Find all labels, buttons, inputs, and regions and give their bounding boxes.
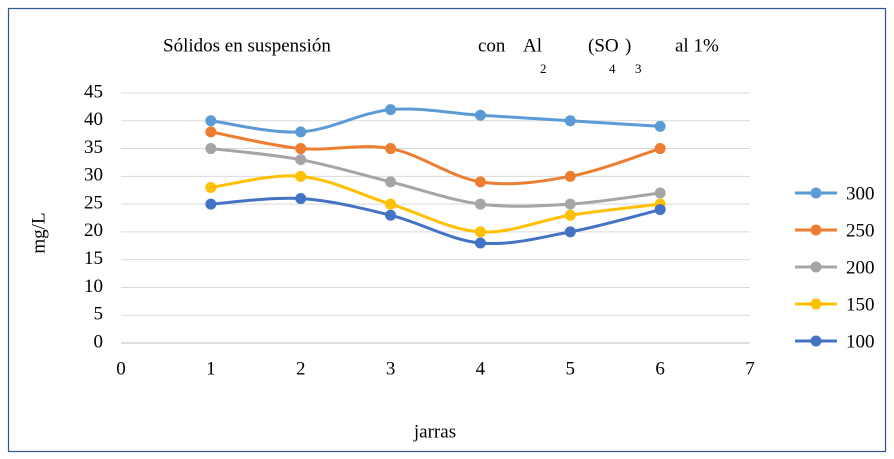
legend-marker — [810, 224, 822, 236]
series-line — [210, 107, 661, 134]
data-point — [295, 154, 307, 166]
title-subscript: 4 — [609, 61, 616, 76]
chart-title: Sólidos en suspensión — [163, 35, 331, 56]
data-point — [205, 126, 217, 138]
x-tick-label: 0 — [116, 358, 126, 379]
data-point — [295, 193, 307, 205]
x-tick-label: 5 — [566, 358, 576, 379]
data-point — [474, 237, 486, 249]
x-axis-label: jarras — [413, 421, 456, 442]
data-point — [205, 181, 217, 193]
x-tick-label: 7 — [745, 358, 755, 379]
y-tick-label: 35 — [84, 137, 103, 158]
legend-marker — [810, 261, 822, 273]
data-point — [295, 170, 307, 182]
series-line — [210, 196, 661, 246]
y-tick-label: 5 — [94, 304, 104, 325]
legend-label: 300 — [846, 183, 875, 204]
legend-label: 250 — [846, 220, 875, 241]
x-tick-label: 2 — [296, 358, 306, 379]
y-tick-label: 45 — [84, 81, 103, 102]
series-line — [210, 174, 661, 234]
data-point — [654, 187, 666, 199]
data-point — [474, 226, 486, 238]
y-tick-label: 20 — [84, 220, 103, 241]
legend-marker — [810, 335, 822, 347]
chart-frame — [7, 7, 887, 453]
data-point — [385, 176, 397, 188]
data-point — [385, 143, 397, 155]
y-tick-label: 0 — [94, 331, 104, 352]
y-tick-label: 25 — [84, 192, 103, 213]
legend-label: 150 — [846, 294, 875, 315]
data-point — [474, 109, 486, 121]
data-point — [205, 198, 217, 210]
x-tick-label: 6 — [655, 358, 665, 379]
x-tick-label: 3 — [386, 358, 396, 379]
data-point — [564, 170, 576, 182]
y-tick-label: 15 — [84, 248, 103, 269]
chart-title: ) — [625, 35, 631, 56]
y-tick-label: 30 — [84, 165, 103, 186]
data-point — [295, 126, 307, 138]
series-line — [210, 147, 661, 208]
y-axis-label: mg/L — [28, 212, 49, 253]
title-subscript: 3 — [635, 61, 642, 76]
legend-marker — [810, 298, 822, 310]
data-point — [654, 143, 666, 155]
data-point — [654, 120, 666, 132]
data-point — [385, 104, 397, 116]
data-point — [564, 115, 576, 127]
y-tick-label: 40 — [84, 109, 103, 130]
data-point — [295, 143, 307, 155]
data-point — [564, 226, 576, 238]
data-point — [205, 115, 217, 127]
data-point — [205, 143, 217, 155]
data-point — [564, 198, 576, 210]
data-point — [385, 198, 397, 210]
legend-label: 200 — [846, 257, 875, 278]
chart-title: con — [478, 35, 506, 56]
series-line — [210, 130, 661, 186]
legend-label: 100 — [846, 331, 875, 352]
data-point — [564, 209, 576, 221]
x-tick-label: 1 — [206, 358, 216, 379]
x-tick-label: 4 — [476, 358, 486, 379]
title-subscript: 2 — [540, 61, 547, 76]
data-point — [654, 204, 666, 216]
data-point — [385, 209, 397, 221]
legend-marker — [810, 187, 822, 199]
y-tick-label: 10 — [84, 276, 103, 297]
data-point — [474, 198, 486, 210]
chart-title: al 1% — [675, 35, 719, 56]
chart-title: (SO — [588, 35, 619, 56]
data-point — [474, 176, 486, 188]
chart-title: Al — [523, 35, 542, 56]
